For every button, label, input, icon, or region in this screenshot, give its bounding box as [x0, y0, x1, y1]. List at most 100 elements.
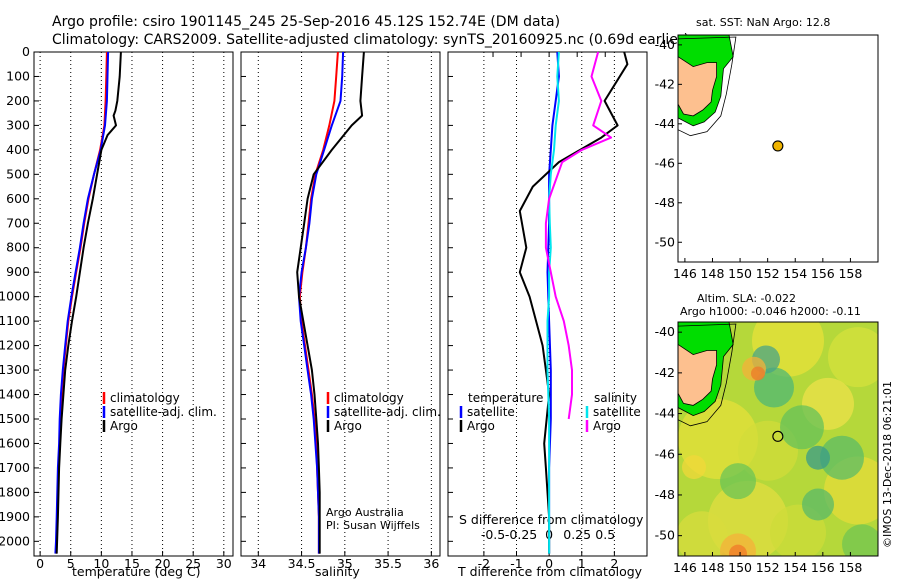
salinity-xtick-label: 36	[423, 556, 439, 571]
temperature-xtick-label: 10	[93, 556, 109, 571]
sla_map-xtick-label: 152	[756, 560, 780, 575]
temperature-series-climatology	[55, 51, 108, 554]
sst_map-panel: 146 148 150 152 154 156 158 -40 -42 -44 -46 -48 -50	[655, 34, 879, 281]
differences-series-t-argo	[518, 51, 629, 554]
depth-tick-label: 900	[6, 264, 30, 279]
salinity-series-satellite-adj-clim-	[298, 51, 345, 554]
legend-label-s-argo: Argo	[593, 419, 621, 433]
temperature-xtick-label: 25	[185, 556, 201, 571]
depth-tick-label: 200	[6, 93, 30, 108]
sdiff-xtick-label: 0.5	[595, 527, 615, 542]
watermark-text: ©IMOS 13-Dec-2018 06:21:01	[881, 381, 894, 548]
temperature-xtick-label: 20	[155, 556, 171, 571]
depth-tick-label: 700	[6, 215, 30, 230]
salinity-xtick-label: 34	[250, 556, 266, 571]
legend-label-s-satellite: satellite	[593, 405, 641, 419]
legend-label-satellite-adj: satellite-adj. clim.	[334, 405, 441, 419]
temperature-legend: climatology satellite-adj. clim. Argo	[102, 391, 217, 433]
sla_map-ytick-label: -48	[655, 487, 675, 502]
differences-xtick-label: -2	[478, 556, 490, 571]
temperature-xtick-label: 30	[216, 556, 232, 571]
sst_map-xtick-label: 146	[673, 266, 697, 281]
tasmania-landmass	[678, 56, 717, 117]
sla_map-xtick-label: 148	[701, 560, 725, 575]
legend-label-argo: Argo	[110, 419, 138, 433]
sst_map-ytick-label: -48	[655, 195, 675, 210]
header-line2: Climatology: CARS2009. Satellite-adjuste…	[52, 32, 689, 48]
legend-title-salinity: salinity	[594, 391, 637, 405]
sst_map-ytick-label: -46	[655, 155, 675, 170]
sst_map-ytick-label: -50	[655, 234, 675, 249]
depth-contour	[678, 323, 737, 427]
sla-field-cell	[678, 511, 728, 556]
depth-tick-label: 1900	[0, 509, 30, 524]
sla-field-cell	[754, 367, 794, 408]
credit-text: Argo Australia	[326, 506, 404, 519]
depth-tick-label: 300	[6, 117, 30, 132]
sla_map-frame	[677, 321, 879, 557]
depth-tick-label: 2000	[0, 533, 30, 548]
sst_map-xtick-label: 154	[783, 266, 807, 281]
sla_map-panel: 146 148 150 152 154 156 158 -40 -42 -44 -46 -48 -50	[655, 321, 879, 575]
depth-tick-label: 1600	[0, 435, 30, 450]
differences-xtick-label: 0	[545, 556, 553, 571]
temperature-series-satellite-adj-clim-	[54, 51, 110, 554]
sdiff-xtick-label: -0.5	[481, 527, 505, 542]
temperature-xlabel: temperature (deg C)	[72, 564, 201, 579]
sla-field-cell	[751, 366, 765, 381]
temperature-xtick-label: 0	[36, 556, 44, 571]
differences-xtick-label: -1	[510, 556, 522, 571]
sst_map-frame	[677, 34, 879, 263]
salinity-panel: 34 34.5 35 35.5 36	[240, 51, 441, 571]
argo-float-marker	[772, 140, 784, 152]
depth-tick-label: 400	[6, 142, 30, 157]
depth-tick-label: 1500	[0, 411, 30, 426]
differences-series-s-satellite	[546, 51, 560, 554]
differences-xtick-label: 2	[610, 556, 618, 571]
legend-label-t-argo: Argo	[467, 419, 495, 433]
salinity-legend: climatology satellite-adj. clim. Argo	[326, 391, 441, 433]
depth-contour	[678, 36, 737, 137]
depth-tick-label: 1700	[0, 460, 30, 475]
differences-xtick-label: 1	[578, 556, 586, 571]
sla_map-xtick-label: 156	[811, 560, 835, 575]
sst_map-ytick-label: -42	[655, 76, 675, 91]
temperature-frame	[33, 51, 234, 557]
sst-map-title: sat. SST: NaN Argo: 12.8	[696, 16, 830, 29]
sla-map-title: Altim. SLA: -0.022	[697, 292, 796, 305]
sla_map-body	[678, 322, 878, 556]
depth-tick-label: 600	[6, 191, 30, 206]
depth-tick-label: 1000	[0, 289, 30, 304]
salinity-xtick-label: 35	[337, 556, 353, 571]
tasmania-landmass	[678, 343, 717, 406]
sdiff-xtick-label: 0.25	[563, 527, 591, 542]
depth-tick-label: 1200	[0, 338, 30, 353]
sst_map-xtick-label: 152	[756, 266, 780, 281]
argo-float-marker	[772, 430, 784, 442]
salinity-xtick-label: 34.5	[288, 556, 316, 571]
sla-field-cell	[682, 455, 706, 480]
header-line1: Argo profile: csiro 1901145_245 25-Sep-2…	[52, 14, 560, 30]
temperature-panel: 0 5 10 15 20 25 30	[33, 51, 234, 571]
sla_map-ytick-label: -46	[655, 446, 675, 461]
sla-field-cell	[780, 405, 824, 450]
legend-label-argo: Argo	[334, 419, 362, 433]
depth-tick-label: 100	[6, 68, 30, 83]
depth-tick-label: 800	[6, 240, 30, 255]
differences-frame	[447, 51, 648, 557]
sst_map-ytick-label: -44	[655, 116, 675, 131]
sla-field-cell	[720, 463, 756, 500]
depth-tick-label: 0	[22, 44, 30, 59]
sst_map-xtick-label: 150	[728, 266, 752, 281]
sla-map-subtitle: Argo h1000: -0.046 h2000: -0.11	[680, 305, 861, 318]
temperature-xtick-label: 15	[124, 556, 140, 571]
depth-tick-label: 1400	[0, 387, 30, 402]
sdiff-xtick-label: -0.25	[505, 527, 537, 542]
depth-tick-label: 500	[6, 166, 30, 181]
sst_map-ytick-label: -40	[655, 37, 675, 52]
sla-field-cell	[729, 544, 747, 556]
salinity-series-argo	[296, 51, 365, 554]
differences-panel: -2 -1 0 1 2-0.5 -0.25 0 0.25 0.5	[447, 51, 648, 571]
